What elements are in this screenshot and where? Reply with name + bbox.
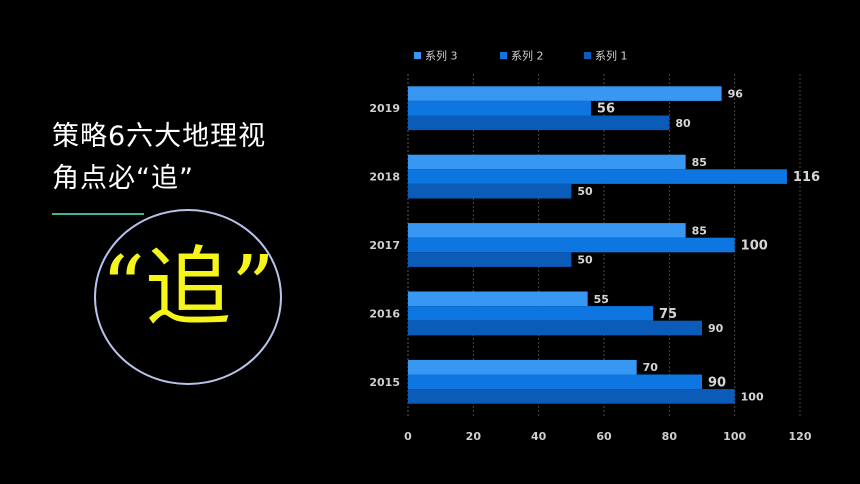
data-label: 96	[728, 88, 744, 101]
bar	[408, 291, 588, 307]
data-label: 70	[643, 361, 659, 374]
data-label: 50	[577, 254, 593, 267]
title-line-1: 策略6六大地理视	[52, 121, 267, 152]
data-label: 80	[675, 117, 691, 130]
data-label: 90	[708, 322, 724, 335]
bar	[408, 359, 637, 375]
emblem-circle	[94, 209, 282, 385]
data-label: 116	[793, 170, 820, 185]
y-category-label: 2016	[369, 307, 400, 320]
data-label: 55	[594, 293, 609, 306]
bar	[408, 100, 591, 116]
bar	[408, 154, 686, 170]
y-category-label: 2018	[369, 171, 400, 184]
data-label: 100	[741, 239, 768, 254]
bar	[408, 306, 653, 321]
legend-label: 系列 3	[425, 49, 458, 63]
x-tick-label: 100	[723, 430, 746, 443]
data-label: 90	[708, 375, 726, 390]
x-tick-label: 120	[789, 430, 812, 443]
bar	[408, 252, 572, 267]
legend-swatch	[584, 52, 591, 59]
page-title: 策略6六大地理视 角点必“追”	[52, 116, 266, 200]
x-tick-label: 60	[596, 430, 612, 443]
bar	[408, 389, 735, 404]
legend-swatch	[414, 52, 421, 59]
x-tick-label: 40	[531, 430, 547, 443]
emblem-text: “追”	[101, 238, 275, 338]
legend-label: 系列 2	[511, 49, 544, 63]
y-category-label: 2015	[369, 376, 400, 389]
y-category-label: 2017	[369, 239, 400, 252]
data-label: 100	[741, 390, 764, 403]
bar	[408, 374, 702, 390]
data-label: 75	[659, 307, 677, 322]
bar	[408, 183, 572, 199]
bar	[408, 223, 686, 238]
bar	[408, 320, 702, 336]
bar	[408, 86, 722, 101]
data-label: 56	[597, 102, 615, 117]
bar	[408, 169, 787, 184]
title-divider	[52, 213, 144, 215]
title-line-2: 角点必“追”	[52, 163, 194, 194]
y-category-label: 2019	[369, 102, 400, 115]
x-tick-label: 20	[466, 430, 482, 443]
x-tick-label: 0	[404, 430, 412, 443]
x-tick-label: 80	[662, 430, 678, 443]
bar	[408, 115, 670, 131]
data-label: 85	[692, 224, 707, 237]
data-label: 85	[692, 156, 707, 169]
legend-swatch	[500, 52, 507, 59]
legend-label: 系列 1	[595, 49, 628, 63]
bar	[408, 237, 735, 253]
data-label: 50	[577, 185, 593, 198]
